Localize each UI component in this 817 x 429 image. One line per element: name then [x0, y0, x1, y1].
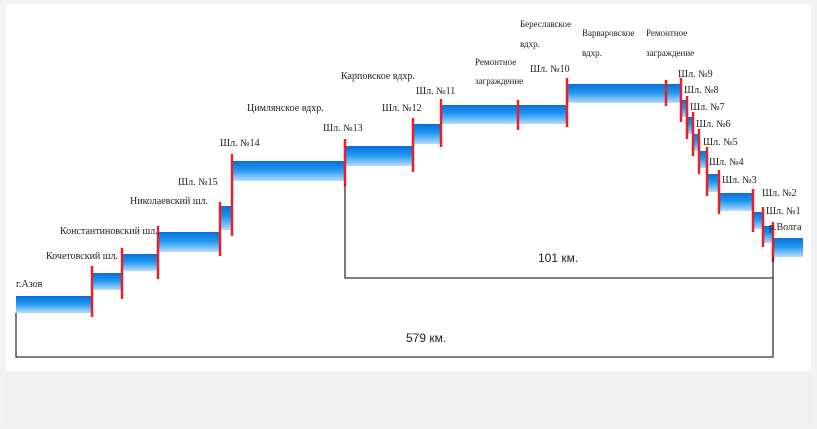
reach-karpovka — [345, 146, 413, 166]
reach-shl2 — [753, 212, 763, 229]
label-shl3: Шл. №3 — [722, 175, 757, 186]
reach-shl8 — [681, 100, 687, 117]
label-shl2: Шл. №2 — [762, 188, 797, 199]
label-varvarovka-b: вдхр. — [582, 48, 602, 58]
label-remont1-a: Ремонтное — [475, 57, 516, 67]
label-shl8: Шл. №8 — [684, 85, 719, 96]
label-shl4: Шл. №4 — [709, 157, 744, 168]
reach-shl7 — [687, 117, 693, 134]
label-shl7: Шл. №7 — [690, 102, 725, 113]
label-konstantin: Константиновский шл. — [60, 226, 158, 237]
label-remont2-b: заграждение — [646, 48, 694, 58]
label-karpovka: Карповское вдхр. — [341, 71, 415, 82]
label-azov: г.Азов — [16, 279, 43, 290]
label-tsimlyansk: Цимлянское вдхр. — [247, 103, 324, 114]
water-reaches — [16, 84, 803, 313]
reach-shl5 — [699, 151, 707, 168]
label-shl12: Шл. №12 — [382, 103, 422, 114]
label-shl13: Шл. №13 — [323, 123, 363, 134]
reach-tsimlyansk — [232, 161, 345, 181]
reach-kochetov — [92, 273, 122, 290]
label-remont1-b: заграждение — [475, 76, 523, 86]
bracket-total — [15, 278, 774, 358]
reach-shl4 — [707, 174, 719, 192]
reach-varvarovka — [567, 84, 681, 103]
reach-shl3 — [719, 193, 753, 211]
distance-total: 579 км. — [406, 331, 446, 345]
label-shl14: Шл. №14 — [220, 138, 260, 149]
reach-shl12 — [413, 124, 441, 144]
distance-short: 101 км. — [538, 251, 578, 265]
label-kochetov: Кочетовский шл. — [46, 251, 118, 262]
label-shl6: Шл. №6 — [696, 119, 731, 130]
canal-profile-diagram: 101 км. 579 км. г.Азов Кочетовский шл. К… — [15, 19, 803, 358]
diagram-area: 101 км. 579 км. г.Азов Кочетовский шл. К… — [6, 4, 811, 371]
lock-walls — [90, 78, 775, 317]
label-shl11: Шл. №11 — [416, 86, 455, 97]
reach-konstantin — [122, 254, 158, 271]
label-remont2-a: Ремонтное — [646, 28, 687, 38]
reach-bereslav — [441, 105, 567, 124]
reach-shl15 — [220, 206, 232, 230]
reach-shl6 — [693, 134, 699, 151]
label-volga: р.Волга — [769, 222, 802, 233]
label-bereslav-a: Береславское — [520, 19, 571, 29]
label-varvarovka-a: Варваровское — [582, 28, 634, 38]
label-bereslav-b: вдхр. — [520, 39, 540, 49]
reach-shl1 — [763, 226, 773, 243]
reach-azov — [16, 296, 92, 313]
label-shl9: Шл. №9 — [678, 69, 713, 80]
label-shl15: Шл. №15 — [178, 177, 218, 188]
label-shl10: Шл. №10 — [530, 64, 570, 75]
reach-volga — [773, 238, 803, 257]
label-nikolaev: Николаевский шл. — [130, 196, 208, 207]
label-shl5: Шл. №5 — [703, 137, 738, 148]
distance-brackets — [15, 184, 774, 358]
labels: г.Азов Кочетовский шл. Константиновский … — [16, 19, 802, 290]
reach-nikolaev — [158, 232, 220, 252]
bottom-panel — [6, 371, 811, 425]
label-shl1: Шл. №1 — [766, 206, 801, 217]
bracket-short — [344, 184, 774, 279]
